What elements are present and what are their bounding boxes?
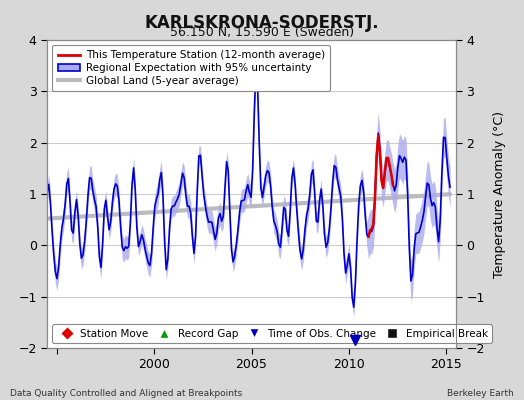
Text: Berkeley Earth: Berkeley Earth bbox=[447, 389, 514, 398]
Text: Data Quality Controlled and Aligned at Breakpoints: Data Quality Controlled and Aligned at B… bbox=[10, 389, 243, 398]
Text: KARLSKRONA-SODERSTJ.: KARLSKRONA-SODERSTJ. bbox=[145, 14, 379, 32]
Y-axis label: Temperature Anomaly (°C): Temperature Anomaly (°C) bbox=[493, 110, 506, 278]
Text: 56.150 N, 15.590 E (Sweden): 56.150 N, 15.590 E (Sweden) bbox=[170, 26, 354, 39]
Legend: Station Move, Record Gap, Time of Obs. Change, Empirical Break: Station Move, Record Gap, Time of Obs. C… bbox=[52, 324, 492, 343]
